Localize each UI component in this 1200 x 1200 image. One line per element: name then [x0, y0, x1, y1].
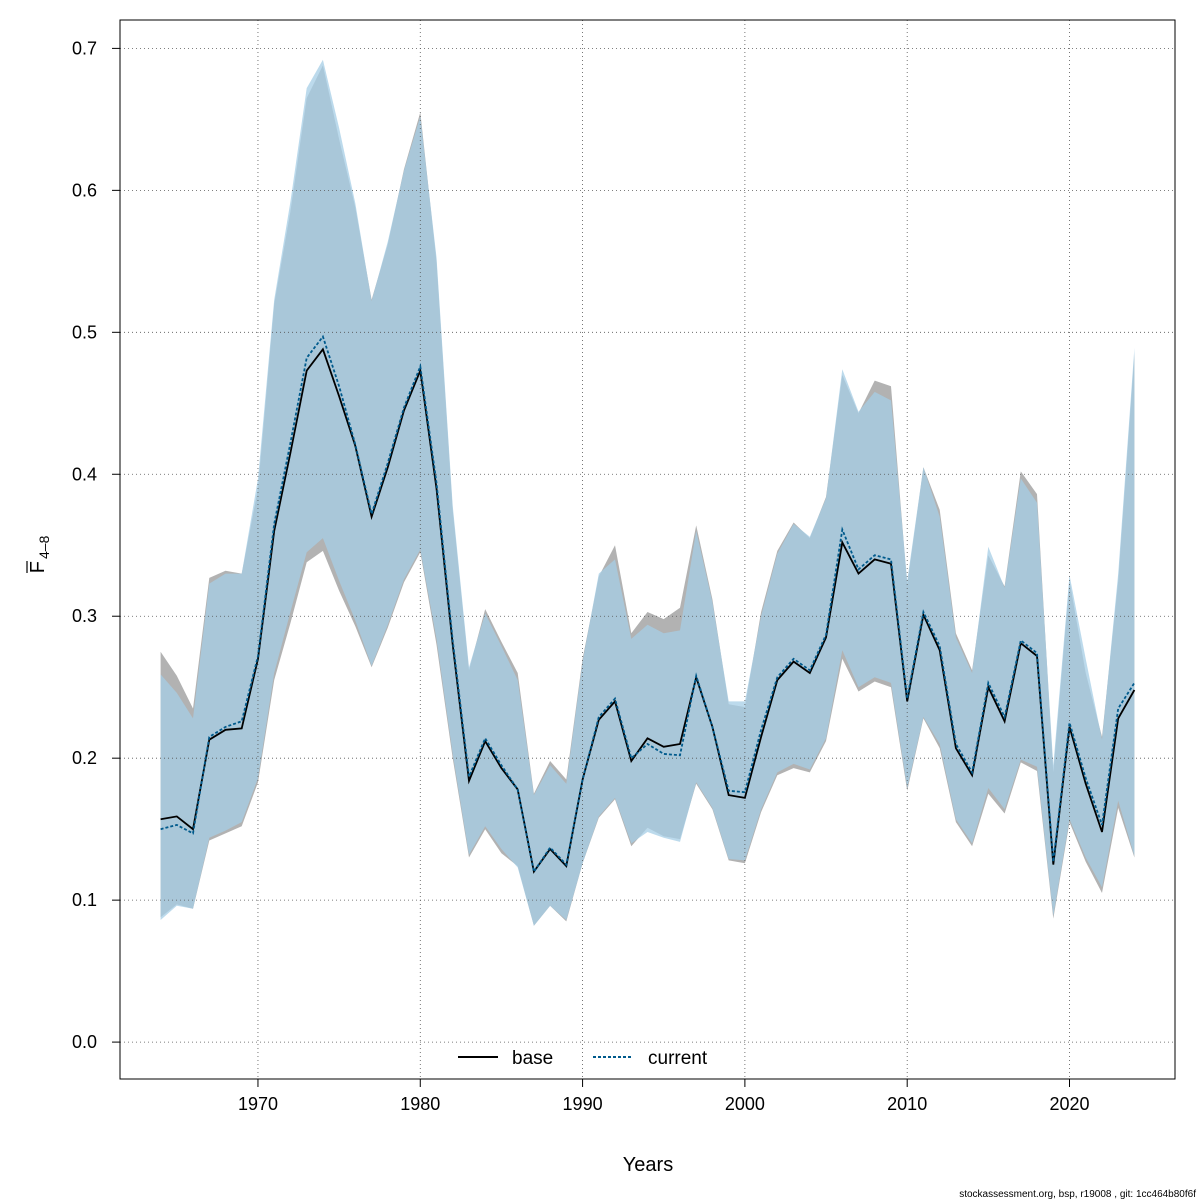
- x-tick-label: 2020: [1049, 1094, 1089, 1114]
- y-tick-label: 0.1: [72, 890, 97, 910]
- series-line-base: [160, 347, 1136, 874]
- confidence-bands: [160, 59, 1135, 926]
- confidence-band-current: [160, 59, 1135, 926]
- x-axis-title: Years: [623, 1154, 673, 1176]
- y-tick-label: 0.6: [72, 180, 97, 200]
- x-tick-label: 1970: [238, 1094, 278, 1114]
- y-axis-title: F 4–8: [26, 535, 52, 573]
- y-tick-label: 0.4: [72, 464, 97, 484]
- legend-label-current: current: [648, 1048, 708, 1069]
- series-line-current: [160, 334, 1136, 875]
- x-tick-label: 2010: [887, 1094, 927, 1114]
- series-lines: [160, 334, 1136, 875]
- legend: base current: [458, 1048, 708, 1069]
- y-tick-label: 0.2: [72, 748, 97, 768]
- y-tick-label: 0.5: [72, 322, 97, 342]
- y-tick-label: 0.0: [72, 1032, 97, 1052]
- legend-label-base: base: [512, 1048, 553, 1069]
- grid-lines: [120, 20, 1175, 1079]
- y-axis-title-main: F: [27, 561, 49, 573]
- y-tick-label: 0.7: [72, 38, 97, 58]
- x-tick-label: 1990: [563, 1094, 603, 1114]
- y-axis: 0.0 0.1 0.2 0.3 0.4 0.5 0.6 0.7: [72, 38, 120, 1052]
- x-tick-label: 2000: [725, 1094, 765, 1114]
- svg-text:F: F: [27, 561, 49, 573]
- plot-frame: [119, 19, 1176, 1080]
- footer-caption: stockassessment.org, bsp, r19008 , git: …: [959, 1189, 1196, 1200]
- y-axis-title-subscript: 4–8: [36, 535, 52, 559]
- x-tick-label: 1980: [400, 1094, 440, 1114]
- y-tick-label: 0.3: [72, 606, 97, 626]
- x-axis: 1970 1980 1990 2000 2010 2020: [238, 1079, 1090, 1114]
- svg-text:4–8: 4–8: [36, 535, 52, 559]
